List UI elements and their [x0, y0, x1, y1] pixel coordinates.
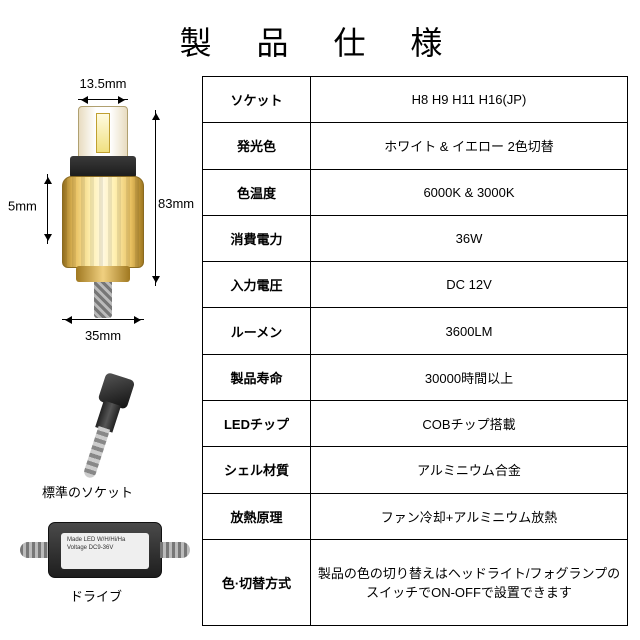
table-row: 放熱原理ファン冷却+アルミニウム放熱 — [203, 493, 628, 539]
table-row: シェル材質アルミニウム合金 — [203, 447, 628, 493]
bulb-diagram: 13.5mm 5mm 83mm 35mm — [6, 76, 202, 346]
spec-label: 色温度 — [203, 169, 311, 215]
spec-value: 製品の色の切り替えはヘッドライト/フォグランプのスイッチでON-OFFで設置でき… — [311, 539, 628, 625]
spec-label: 消費電力 — [203, 215, 311, 261]
spec-value: 6000K & 3000K — [311, 169, 628, 215]
dim-right-label: 83mm — [158, 196, 194, 211]
spec-value: 36W — [311, 215, 628, 261]
table-row: LEDチップCOBチップ搭載 — [203, 400, 628, 446]
spec-label: 色·切替方式 — [203, 539, 311, 625]
socket-diagram: 標準のソケット — [6, 356, 202, 506]
spec-label: 入力電圧 — [203, 262, 311, 308]
table-row: 色温度6000K & 3000K — [203, 169, 628, 215]
spec-label: ルーメン — [203, 308, 311, 354]
table-row: 色·切替方式製品の色の切り替えはヘッドライト/フォグランプのスイッチでON-OF… — [203, 539, 628, 625]
led-bulb-illustration — [56, 106, 152, 312]
socket-caption: 標準のソケット — [42, 482, 133, 501]
spec-value: ホワイト & イエロー 2色切替 — [311, 123, 628, 169]
spec-value: ファン冷却+アルミニウム放熱 — [311, 493, 628, 539]
table-row: 製品寿命30000時間以上 — [203, 354, 628, 400]
spec-label: LEDチップ — [203, 400, 311, 446]
spec-label: 放熱原理 — [203, 493, 311, 539]
table-row: ソケットH8 H9 H11 H16(JP) — [203, 77, 628, 123]
main-layout: 13.5mm 5mm 83mm 35mm 標準のソケット — [0, 76, 640, 626]
spec-value: 30000時間以上 — [311, 354, 628, 400]
dim-top-arrow — [78, 94, 128, 104]
driver-diagram: Made LED W/H/Hi/Ha Voltage DC9-36V ドライブ — [6, 506, 202, 626]
dim-left-arrow — [42, 174, 52, 244]
spec-value: H8 H9 H11 H16(JP) — [311, 77, 628, 123]
spec-value: DC 12V — [311, 262, 628, 308]
spec-label: シェル材質 — [203, 447, 311, 493]
dim-bottom-label: 35mm — [62, 328, 144, 343]
spec-label: 発光色 — [203, 123, 311, 169]
spec-label: 製品寿命 — [203, 354, 311, 400]
dim-left-label: 5mm — [8, 199, 37, 214]
table-row: 発光色ホワイト & イエロー 2色切替 — [203, 123, 628, 169]
left-illustration-column: 13.5mm 5mm 83mm 35mm 標準のソケット — [6, 76, 202, 626]
spec-label: ソケット — [203, 77, 311, 123]
driver-caption: ドライブ — [70, 586, 122, 605]
driver-sticker-text: Made LED W/H/Hi/Ha Voltage DC9-36V — [61, 533, 149, 569]
spec-value: アルミニウム合金 — [311, 447, 628, 493]
page-title: 製 品 仕 様 — [0, 0, 640, 76]
spec-value: COBチップ搭載 — [311, 400, 628, 446]
table-row: 消費電力36W — [203, 215, 628, 261]
spec-table: ソケットH8 H9 H11 H16(JP)発光色ホワイト & イエロー 2色切替… — [202, 76, 628, 626]
spec-value: 3600LM — [311, 308, 628, 354]
table-row: ルーメン3600LM — [203, 308, 628, 354]
table-row: 入力電圧DC 12V — [203, 262, 628, 308]
socket-illustration — [65, 369, 145, 483]
driver-box-illustration: Made LED W/H/Hi/Ha Voltage DC9-36V — [48, 522, 162, 578]
dim-top-label: 13.5mm — [78, 76, 128, 91]
